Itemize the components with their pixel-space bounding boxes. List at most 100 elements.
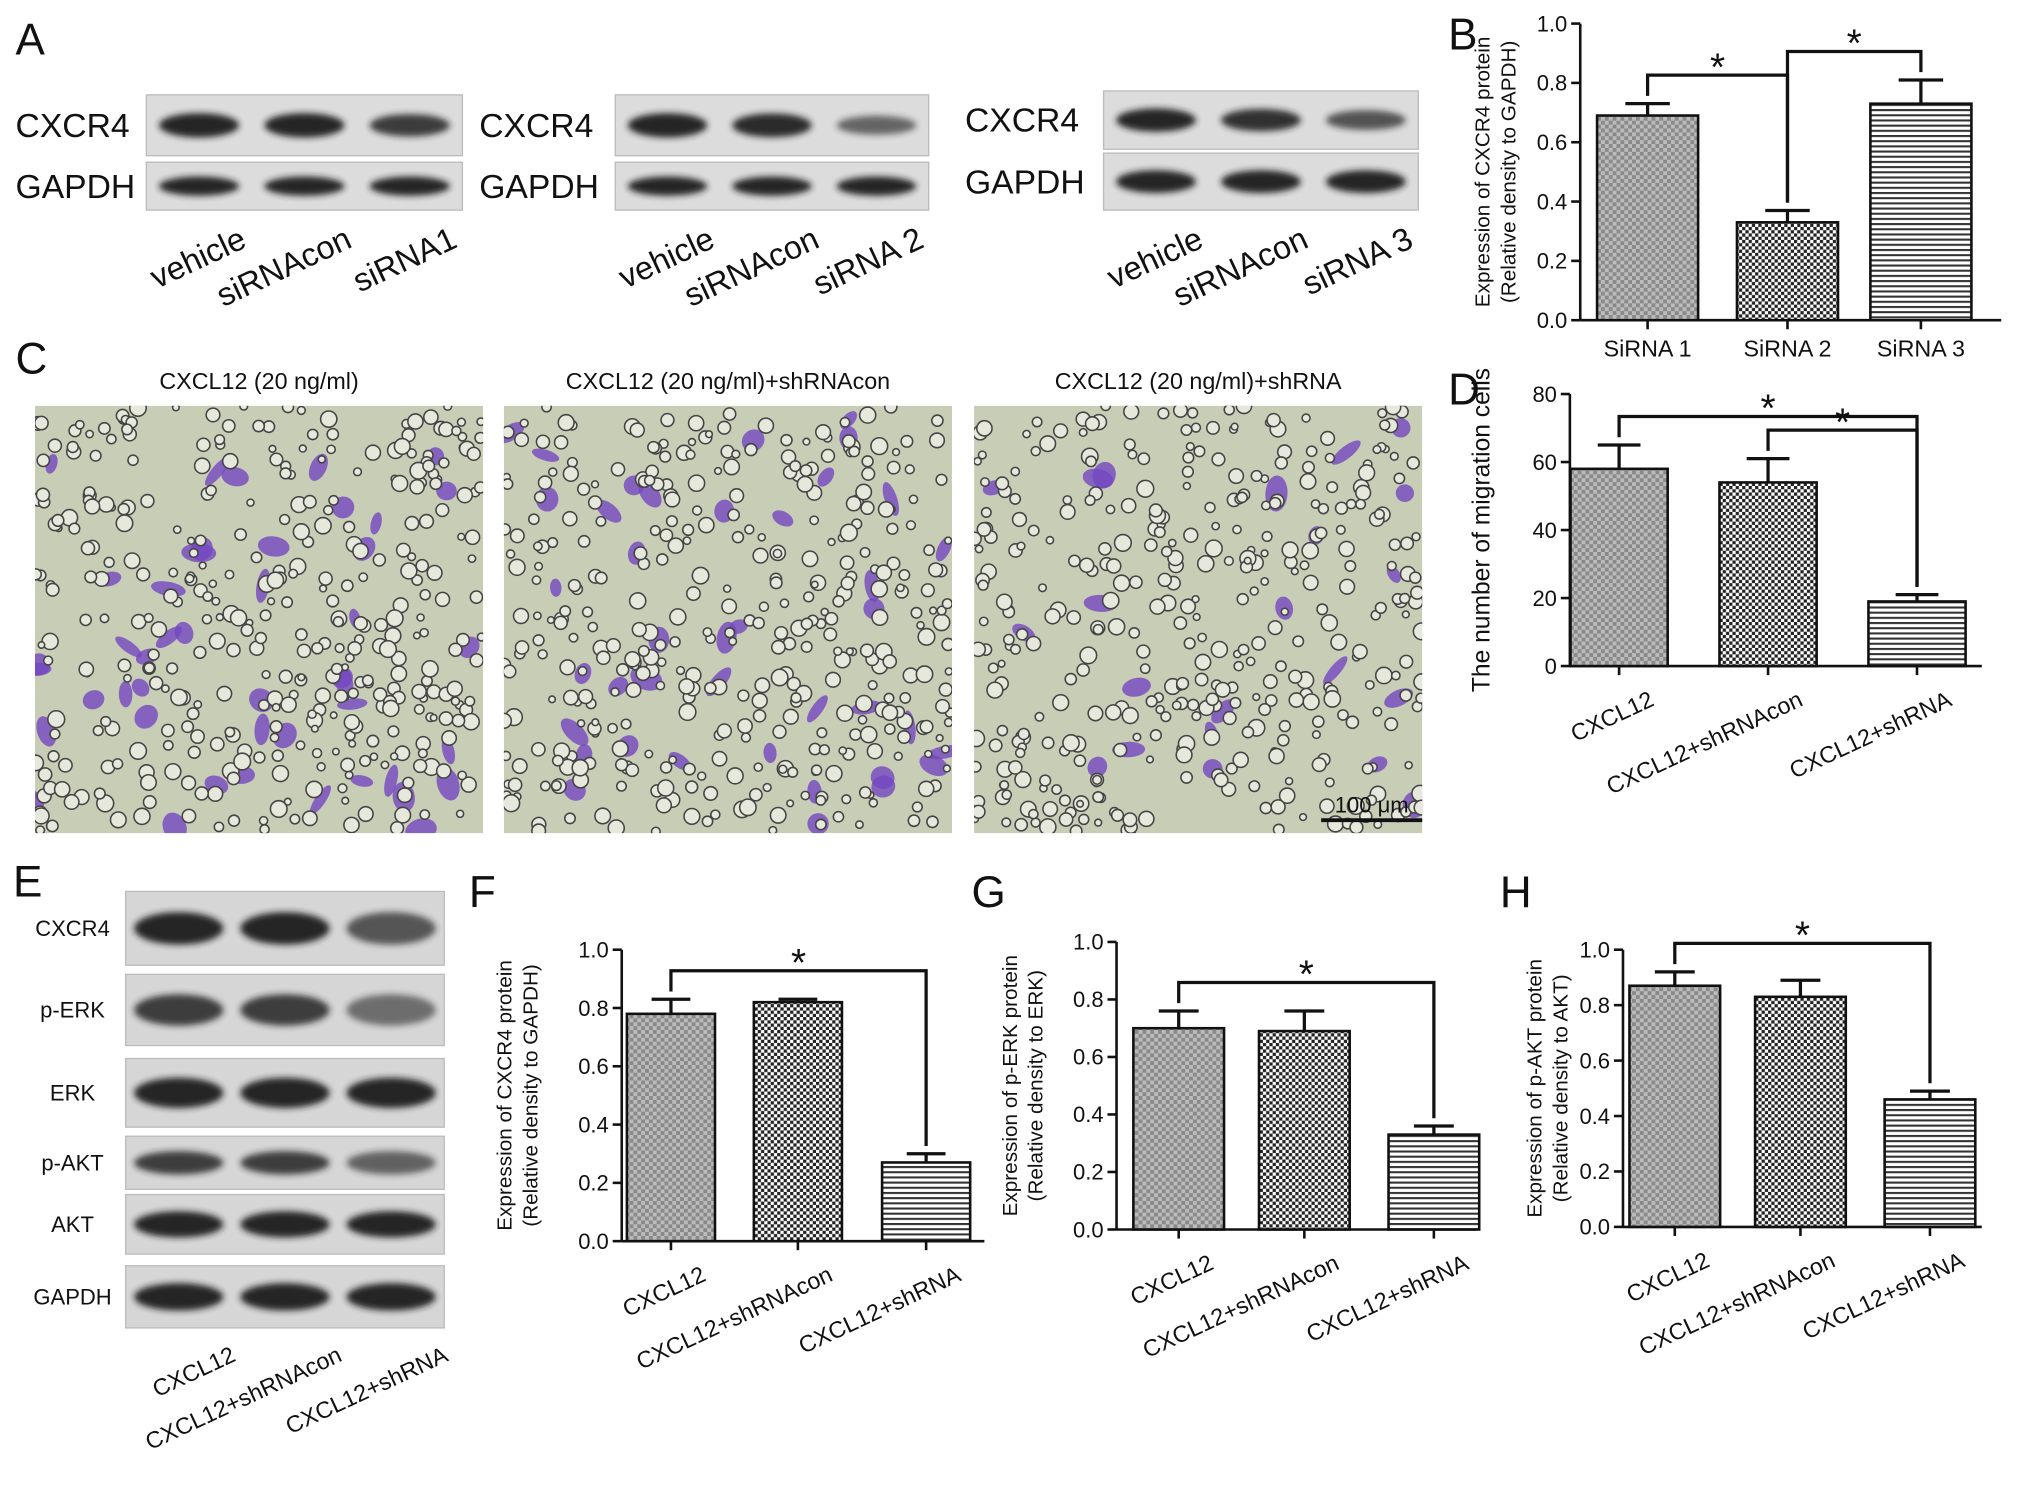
blot-band — [159, 176, 240, 196]
pore — [221, 418, 236, 433]
pore — [1355, 498, 1367, 510]
pore — [1145, 695, 1158, 708]
pore — [1002, 633, 1015, 646]
x-tick-label: CXCL12+shRNA — [1785, 686, 1955, 784]
blot-band — [346, 1283, 436, 1311]
blot-band — [134, 994, 224, 1026]
pore — [659, 450, 672, 463]
pore — [415, 558, 430, 573]
pore — [1167, 538, 1177, 548]
pore — [943, 717, 953, 728]
y-tick-label: 0.8 — [1073, 987, 1104, 1012]
pore — [226, 771, 241, 786]
pore — [1290, 567, 1299, 576]
pore — [297, 673, 306, 682]
pore — [511, 758, 528, 775]
pore — [838, 746, 848, 756]
pore — [886, 556, 901, 571]
pore — [1228, 468, 1245, 485]
pore — [1196, 554, 1215, 573]
stained-cell — [1087, 756, 1108, 778]
pore — [779, 598, 790, 609]
pore — [1248, 780, 1261, 793]
pore — [369, 752, 379, 762]
pore — [855, 694, 873, 713]
pore — [728, 636, 738, 646]
pore — [568, 632, 579, 643]
pore — [722, 407, 737, 421]
pore — [867, 679, 878, 691]
blot-band — [240, 994, 330, 1026]
stained-cell — [806, 695, 828, 723]
pore — [594, 571, 608, 585]
pore — [685, 780, 699, 794]
pore — [726, 767, 744, 785]
pore — [207, 785, 224, 803]
pore — [429, 713, 438, 722]
pore — [1058, 812, 1074, 827]
stained-cell — [596, 499, 622, 523]
pore — [441, 730, 458, 746]
bar — [1753, 995, 1848, 1229]
blot-band — [134, 1211, 224, 1238]
pore — [514, 432, 530, 448]
pore — [682, 762, 696, 776]
pore — [170, 688, 188, 707]
pore — [314, 516, 332, 535]
image-caption: CXCL12 (20 ng/ml)+shRNA — [1055, 368, 1342, 394]
pore — [455, 632, 471, 647]
pore — [1412, 622, 1423, 641]
error-bar — [778, 997, 818, 1003]
pore — [687, 414, 705, 432]
pore — [559, 605, 572, 618]
pore — [625, 763, 640, 778]
pore — [135, 567, 151, 582]
pore — [697, 516, 715, 534]
pore — [1183, 637, 1196, 650]
pore — [334, 642, 345, 654]
pore — [250, 551, 263, 564]
pore — [1302, 693, 1320, 711]
pore — [800, 790, 811, 801]
pore — [390, 665, 408, 683]
pore — [344, 652, 355, 663]
pore — [1185, 441, 1195, 452]
pore — [181, 720, 195, 734]
y-tick-label: 0.4 — [1073, 1102, 1104, 1127]
blot-band — [1221, 108, 1301, 132]
pore — [895, 583, 905, 593]
pore — [1272, 823, 1285, 834]
pore — [631, 621, 647, 638]
pore — [801, 550, 819, 568]
pore — [531, 823, 547, 834]
pore — [1123, 405, 1140, 420]
pore — [769, 806, 787, 824]
pore — [51, 513, 65, 528]
y-tick-label: 0.2 — [578, 1171, 609, 1196]
pore — [1180, 423, 1193, 437]
pore — [103, 556, 115, 569]
pore — [281, 405, 295, 414]
pore — [1311, 757, 1327, 773]
pore — [79, 613, 93, 627]
x-tick-label: CXCL12 — [1126, 1249, 1217, 1310]
pore — [1157, 572, 1172, 588]
pore — [1098, 542, 1112, 556]
pore — [1390, 670, 1401, 681]
pore — [916, 620, 925, 630]
pore — [886, 522, 899, 535]
pore — [848, 445, 861, 458]
pore — [859, 546, 871, 558]
scale-bar-label: 100 μm — [1335, 792, 1409, 817]
pore — [1229, 696, 1242, 709]
pore — [253, 751, 266, 764]
pore — [476, 632, 484, 642]
pore — [1027, 524, 1040, 537]
pore — [163, 588, 179, 604]
pore — [411, 683, 428, 700]
pore — [503, 750, 512, 762]
pore — [419, 627, 429, 638]
pore — [577, 688, 594, 705]
pore — [839, 555, 855, 571]
pore — [614, 758, 629, 772]
